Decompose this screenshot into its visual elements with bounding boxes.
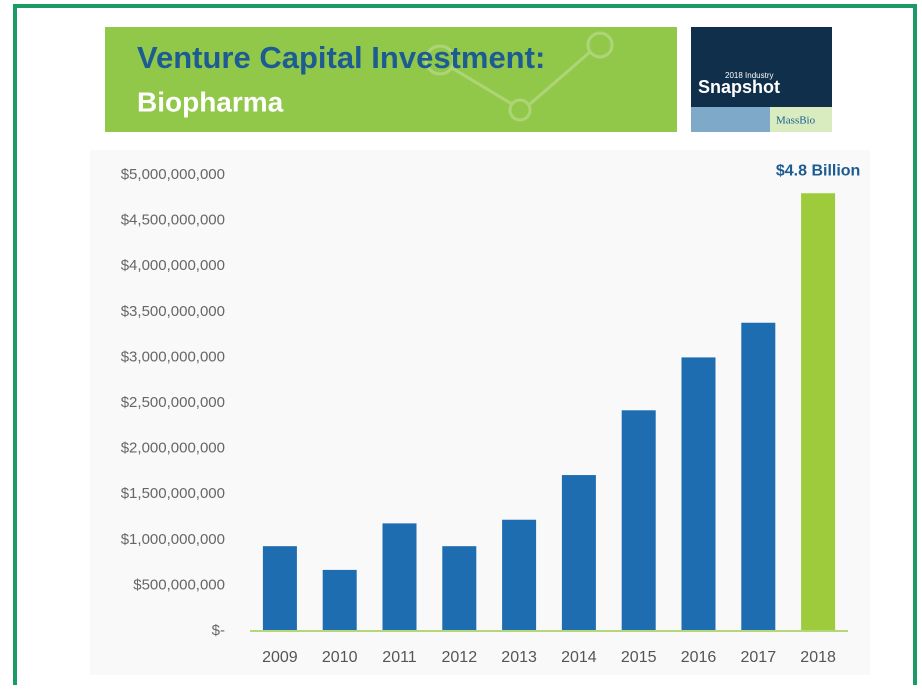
bar [442, 546, 476, 631]
x-tick-label: 2013 [501, 649, 537, 666]
y-tick-label: $5,000,000,000 [121, 166, 225, 183]
x-tick-label: 2016 [681, 649, 717, 666]
y-tick-label: $3,000,000,000 [121, 348, 225, 365]
x-tick-label: 2014 [561, 649, 597, 666]
bar [263, 546, 297, 631]
bar [741, 323, 775, 631]
y-tick-label: $1,000,000,000 [121, 531, 225, 548]
y-tick-label: $4,500,000,000 [121, 212, 225, 229]
y-tick-label: $4,000,000,000 [121, 257, 225, 274]
x-tick-label: 2015 [621, 649, 657, 666]
y-tick-label: $2,000,000,000 [121, 440, 225, 457]
y-tick-label: $1,500,000,000 [121, 485, 225, 502]
value-label: $4.8 Billion [776, 162, 860, 179]
x-tick-label: 2018 [800, 649, 836, 666]
bar [502, 520, 536, 631]
x-tick-label: 2012 [442, 649, 478, 666]
x-tick-label: 2017 [741, 649, 777, 666]
badge-line2: Snapshot [698, 77, 780, 97]
y-tick-label: $500,000,000 [133, 576, 225, 593]
bar [801, 193, 835, 631]
y-tick-label: $3,500,000,000 [121, 303, 225, 320]
x-tick-label: 2011 [382, 649, 417, 666]
bar [622, 410, 656, 631]
slide: Venture Capital Investment: Biopharma 20… [0, 0, 922, 685]
banner-title: Venture Capital Investment: [137, 40, 545, 75]
bar [383, 523, 417, 631]
y-tick-label: $2,500,000,000 [121, 394, 225, 411]
x-tick-label: 2009 [262, 649, 298, 666]
banner-subtitle: Biopharma [137, 86, 284, 117]
page: {"banner": {"title": "Venture Capital In… [0, 0, 922, 685]
x-tick-label: 2010 [322, 649, 358, 666]
y-tick-label: $- [212, 622, 225, 639]
bar [562, 475, 596, 631]
badge-brand: MassBio [776, 115, 816, 127]
bar [323, 570, 357, 631]
bar [682, 357, 716, 631]
